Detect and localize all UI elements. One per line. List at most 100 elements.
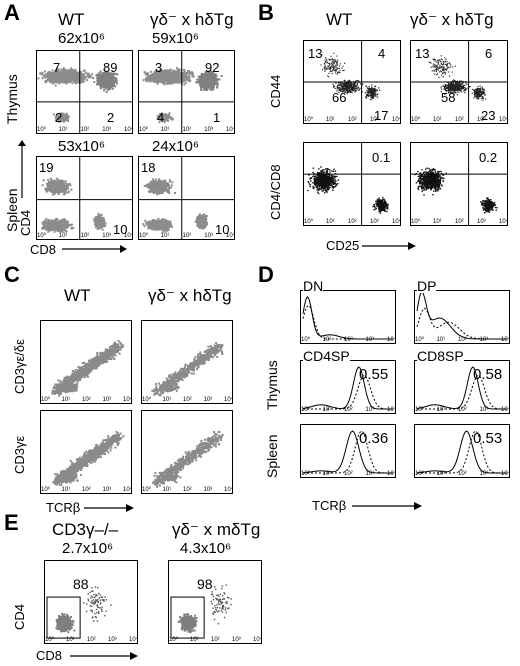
- a-spleen-wt-plot: 10⁰ 10¹ 10² 10³ 10⁴ 19 10: [36, 156, 133, 240]
- spl-cd8-value: 0.53: [473, 430, 503, 447]
- a-spleen-tg-plot: 10⁰ 10¹ 10² 10³ 10⁴ 18 10: [138, 156, 235, 240]
- d-spl-cd8-plot: 10⁰ 10¹ 10² 10³ 10⁴ 0.53: [414, 424, 510, 478]
- cd8sp-label: CD8SP: [417, 348, 464, 364]
- plot-graphic: 10⁰ 10¹ 10² 10³ 10⁴: [415, 366, 509, 413]
- plot-graphic: 10⁰ 10¹ 10² 10³ 10⁴: [45, 586, 137, 643]
- d-cd8sp-plot: 10⁰ 10¹ 10² 10³ 10⁴ CD8SP 0.58: [414, 349, 510, 414]
- plot-graphic: 10⁰ 10¹ 10² 10³ 10⁴: [301, 366, 395, 413]
- quadrant-ur: 0.1: [372, 150, 391, 165]
- e-tg-header: γδ⁻ x mδTg: [172, 520, 261, 539]
- svg-text:10²: 10²: [183, 127, 192, 133]
- d-tcrb-arrow: [352, 502, 422, 510]
- quadrant-lr: 2: [107, 110, 115, 125]
- b-tg-header: γδ⁻ x hδTg: [410, 10, 494, 29]
- a-cd4-label: CD4: [18, 209, 33, 236]
- a-spleen-tg-count: 24x10⁶: [152, 138, 200, 155]
- plot-graphic: 10⁰ 10¹ 10² 10³ 10⁴: [139, 51, 234, 133]
- d-dn-plot: 10⁰ 10¹ 10² 10³ 10⁴ DN: [300, 279, 396, 344]
- gate-value: 98: [197, 576, 213, 592]
- a-thymus-label: Thymus: [4, 74, 20, 124]
- svg-text:10³: 10³: [102, 127, 111, 133]
- plot-graphic: 10⁰ 10¹ 10² 10³ 10⁴: [37, 157, 132, 239]
- d-spleen-label: Spleen: [264, 434, 280, 478]
- a-thymus-wt-count: 62x10⁶: [58, 30, 106, 47]
- plot-graphic: 10⁰ 10¹ 10² 10³ 10⁴: [411, 41, 507, 123]
- quadrant-lr: 1: [213, 110, 221, 125]
- quadrant-ul: 18: [141, 160, 156, 175]
- svg-text:10³: 10³: [204, 127, 213, 133]
- a-cd4-arrow: [18, 140, 26, 198]
- c-cd3ge-label: CD3γε: [12, 435, 27, 474]
- svg-text:10³: 10³: [102, 233, 111, 239]
- b-cd44-label: CD44: [268, 74, 283, 108]
- panel-letter-e: E: [4, 510, 19, 535]
- plot-graphic: 10⁰ 10¹ 10² 10³ 10⁴: [304, 41, 400, 123]
- b-wt-header: WT: [326, 10, 353, 29]
- plot-graphic: 10⁰ 10¹ 10² 10³ 10⁴: [41, 340, 131, 403]
- panel-letter-c: C: [4, 262, 20, 287]
- plot-graphic: 10⁰ 10¹ 10² 10³ 10⁴: [37, 51, 132, 133]
- svg-text:10⁰: 10⁰: [139, 126, 149, 133]
- quadrant-lr: 17: [374, 108, 389, 123]
- plot-graphic: 10⁰ 10¹ 10² 10³ 10⁴: [411, 143, 507, 225]
- dn-label: DN: [303, 278, 324, 294]
- d-spl-cd4-plot: 10⁰ 10¹ 10² 10³ 10⁴ 0.36: [300, 424, 396, 478]
- quadrant-ll: 66: [332, 90, 347, 105]
- e-cd8-arrow: [70, 652, 138, 660]
- quadrant-ul: 7: [53, 60, 61, 75]
- svg-text:10⁴: 10⁴: [124, 232, 132, 239]
- d-thymus-label: Thymus: [264, 360, 280, 410]
- b-bot-wt-plot: 10⁰ 10¹ 10² 10³ 10⁴ 0.1: [303, 142, 401, 226]
- c-tcrb-label: TCRβ: [46, 500, 81, 515]
- svg-text:10⁴: 10⁴: [226, 126, 234, 133]
- quadrant-ul: 19: [39, 160, 54, 175]
- a-wt-header: WT: [58, 10, 85, 29]
- spl-cd4-value: 0.36: [359, 430, 389, 447]
- svg-text:10⁰: 10⁰: [37, 126, 47, 133]
- a-thymus-wt-plot: 10⁰ 10¹ 10² 10³ 10⁴ 7 89 2 2: [36, 50, 133, 134]
- plot-graphic: 10⁰ 10¹ 10² 10³ 10⁴: [169, 584, 261, 643]
- cd4sp-label: CD4SP: [303, 348, 350, 364]
- plot-graphic: 10⁰ 10¹ 10² 10³ 10⁴: [304, 143, 400, 225]
- quadrant-ul: 3: [155, 60, 163, 75]
- svg-text:10⁰: 10⁰: [37, 232, 47, 239]
- e-ko-plot: 10⁰ 10¹ 10² 10³ 10⁴ 88: [44, 560, 138, 644]
- plot-graphic: 10⁰ 10¹ 10² 10³ 10⁴: [415, 430, 509, 477]
- c-top-wt-plot: 10⁰ 10¹ 10² 10³ 10⁴: [40, 320, 132, 404]
- panel-letter-a: A: [4, 0, 20, 25]
- c-tg-header: γδ⁻ x hδTg: [148, 286, 232, 305]
- svg-text:10¹: 10¹: [59, 127, 68, 133]
- dp-label: DP: [417, 278, 437, 294]
- quadrant-ll: 58: [441, 90, 456, 105]
- quadrant-lr: 10: [215, 222, 230, 237]
- plot-graphic: 10⁰ 10¹ 10² 10³ 10⁴: [139, 157, 234, 239]
- a-thymus-tg-plot: 10⁰ 10¹ 10² 10³ 10⁴ 3 92 4 1: [138, 50, 235, 134]
- quadrant-ur: 6: [485, 46, 493, 61]
- c-bot-tg-plot: 10⁰ 10¹ 10² 10³ 10⁴: [141, 410, 233, 494]
- c-wt-header: WT: [64, 286, 91, 305]
- a-thymus-tg-count: 59x10⁶: [152, 30, 200, 47]
- quadrant-ur: 0.2: [479, 150, 498, 165]
- plot-graphic: 10⁰ 10¹ 10² 10³ 10⁴: [301, 430, 395, 477]
- panel-letter-d: D: [258, 262, 274, 287]
- gate-value: 88: [73, 576, 89, 592]
- a-spleen-wt-count: 53x10⁶: [58, 138, 106, 155]
- quadrant-ll: 2: [55, 110, 63, 125]
- quadrant-lr: 23: [481, 108, 496, 123]
- quadrant-ur: 4: [378, 46, 386, 61]
- b-cd4cd8-label: CD4/CD8: [268, 164, 283, 220]
- e-ko-header: CD3γ–/–: [52, 520, 119, 539]
- quadrant-ul: 13: [415, 46, 430, 61]
- b-cd25-label: CD25: [326, 238, 360, 253]
- thy-cd8-value: 0.58: [473, 366, 503, 383]
- a-cd8-arrow: [62, 245, 127, 253]
- quadrant-lr: 10: [113, 222, 128, 237]
- plot-graphic: 10⁰ 10¹ 10² 10³ 10⁴: [415, 291, 509, 343]
- d-dp-plot: 10⁰ 10¹ 10² 10³ 10⁴ DP: [414, 279, 510, 344]
- c-cd3gede-label: CD3γε/δε: [12, 339, 27, 394]
- b-top-tg-plot: 10⁰ 10¹ 10² 10³ 10⁴ 13 6 58 23: [410, 40, 508, 124]
- panel-letter-b: B: [258, 0, 274, 25]
- plot-graphic: 10⁰ 10¹ 10² 10³ 10⁴: [41, 430, 131, 493]
- svg-text:10¹: 10¹: [161, 127, 170, 133]
- thy-cd4-value: 0.55: [359, 366, 389, 383]
